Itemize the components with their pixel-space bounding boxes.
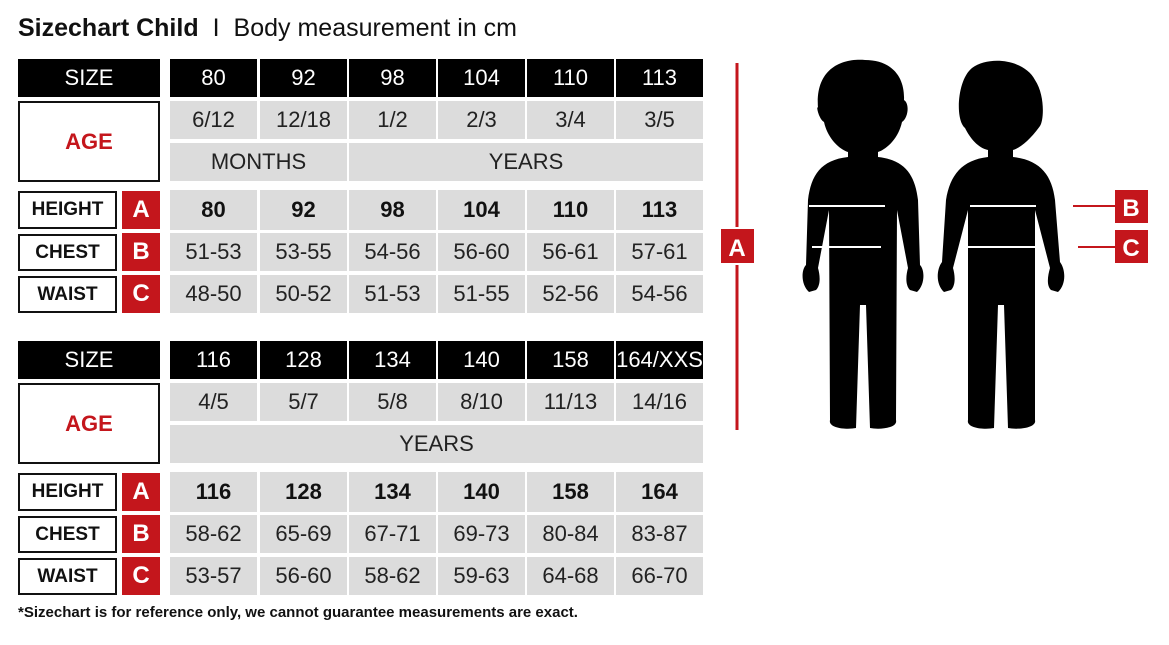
- height-cell: 140: [438, 472, 525, 512]
- height-cell: 128: [260, 472, 347, 512]
- waist-cell: 56-60: [260, 557, 347, 595]
- girl-silhouette-icon: [937, 60, 1065, 429]
- waist-label: WAIST: [18, 276, 117, 313]
- size-cell: 158: [527, 341, 614, 379]
- size-cell: 128: [260, 341, 347, 379]
- height-letter-a: A: [122, 191, 160, 229]
- size-cell: 92: [260, 59, 347, 97]
- size-cell: 104: [438, 59, 525, 97]
- marker-b-label: B: [1122, 195, 1139, 222]
- chest-label: CHEST: [18, 234, 117, 271]
- waist-cell: 64-68: [527, 557, 614, 595]
- height-cell: 104: [438, 190, 525, 230]
- size-cell: 134: [349, 341, 436, 379]
- age-cell: 14/16: [616, 383, 703, 421]
- size-cell: 113: [616, 59, 703, 97]
- height-cell: 116: [170, 472, 257, 512]
- waist-letter-c: C: [122, 557, 160, 595]
- age-cell: 6/12: [170, 101, 257, 139]
- height-label: HEIGHT: [18, 473, 117, 511]
- chest-letter-b: B: [122, 233, 160, 271]
- age-cell: 3/5: [616, 101, 703, 139]
- age-unit-cell: MONTHS: [170, 143, 347, 181]
- waist-cell: 48-50: [170, 275, 257, 313]
- height-cell: 134: [349, 472, 436, 512]
- waist-cell: 50-52: [260, 275, 347, 313]
- boy-silhouette-icon: [802, 59, 924, 429]
- chest-marker-b: B: [1073, 190, 1148, 223]
- waist-cell: 52-56: [527, 275, 614, 313]
- chest-cell: 56-60: [438, 233, 525, 271]
- title-main: Sizechart Child: [18, 14, 199, 42]
- marker-a-label: A: [728, 235, 745, 262]
- age-unit-cell: YEARS: [170, 425, 703, 463]
- age-cell: 11/13: [527, 383, 614, 421]
- age-cell: 2/3: [438, 101, 525, 139]
- waist-letter-c: C: [122, 275, 160, 313]
- height-cell: 158: [527, 472, 614, 512]
- chest-letter-b: B: [122, 515, 160, 553]
- chest-cell: 51-53: [170, 233, 257, 271]
- height-letter-a: A: [122, 473, 160, 511]
- title-subtitle: Body measurement in cm: [233, 14, 517, 42]
- size-cell: 98: [349, 59, 436, 97]
- waist-label: WAIST: [18, 558, 117, 595]
- age-cell: 4/5: [170, 383, 257, 421]
- marker-c-label: C: [1122, 235, 1139, 262]
- height-marker-a: A: [721, 63, 754, 430]
- size-cell: 110: [527, 59, 614, 97]
- size-cell: 140: [438, 341, 525, 379]
- age-label: AGE: [18, 383, 160, 464]
- size-cell: 80: [170, 59, 257, 97]
- waist-marker-c: C: [1078, 230, 1148, 263]
- age-cell: 3/4: [527, 101, 614, 139]
- height-cell: 113: [616, 190, 703, 230]
- height-cell: 80: [170, 190, 257, 230]
- chest-cell: 65-69: [260, 515, 347, 553]
- title-separator: I: [212, 14, 220, 42]
- size-cell: 116: [170, 341, 257, 379]
- chest-cell: 80-84: [527, 515, 614, 553]
- page-title: Sizechart Child I Body measurement in cm: [18, 14, 517, 43]
- age-label: AGE: [18, 101, 160, 182]
- waist-cell: 53-57: [170, 557, 257, 595]
- height-label: HEIGHT: [18, 191, 117, 229]
- size-header: SIZE: [18, 59, 160, 97]
- waist-cell: 51-53: [349, 275, 436, 313]
- chest-cell: 56-61: [527, 233, 614, 271]
- chest-cell: 57-61: [616, 233, 703, 271]
- chest-cell: 54-56: [349, 233, 436, 271]
- waist-cell: 66-70: [616, 557, 703, 595]
- chest-cell: 67-71: [349, 515, 436, 553]
- chest-cell: 58-62: [170, 515, 257, 553]
- age-cell: 12/18: [260, 101, 347, 139]
- age-cell: 8/10: [438, 383, 525, 421]
- height-cell: 164: [616, 472, 703, 512]
- chest-cell: 69-73: [438, 515, 525, 553]
- chest-label: CHEST: [18, 516, 117, 553]
- age-cell: 5/7: [260, 383, 347, 421]
- age-cell: 5/8: [349, 383, 436, 421]
- age-unit-cell: YEARS: [349, 143, 703, 181]
- size-cell: 164/XXS: [616, 341, 703, 379]
- footnote: *Sizechart is for reference only, we can…: [18, 604, 578, 621]
- chest-cell: 83-87: [616, 515, 703, 553]
- waist-cell: 51-55: [438, 275, 525, 313]
- height-cell: 92: [260, 190, 347, 230]
- height-cell: 110: [527, 190, 614, 230]
- waist-cell: 54-56: [616, 275, 703, 313]
- size-header: SIZE: [18, 341, 160, 379]
- waist-cell: 59-63: [438, 557, 525, 595]
- age-cell: 1/2: [349, 101, 436, 139]
- waist-cell: 58-62: [349, 557, 436, 595]
- chest-cell: 53-55: [260, 233, 347, 271]
- height-cell: 98: [349, 190, 436, 230]
